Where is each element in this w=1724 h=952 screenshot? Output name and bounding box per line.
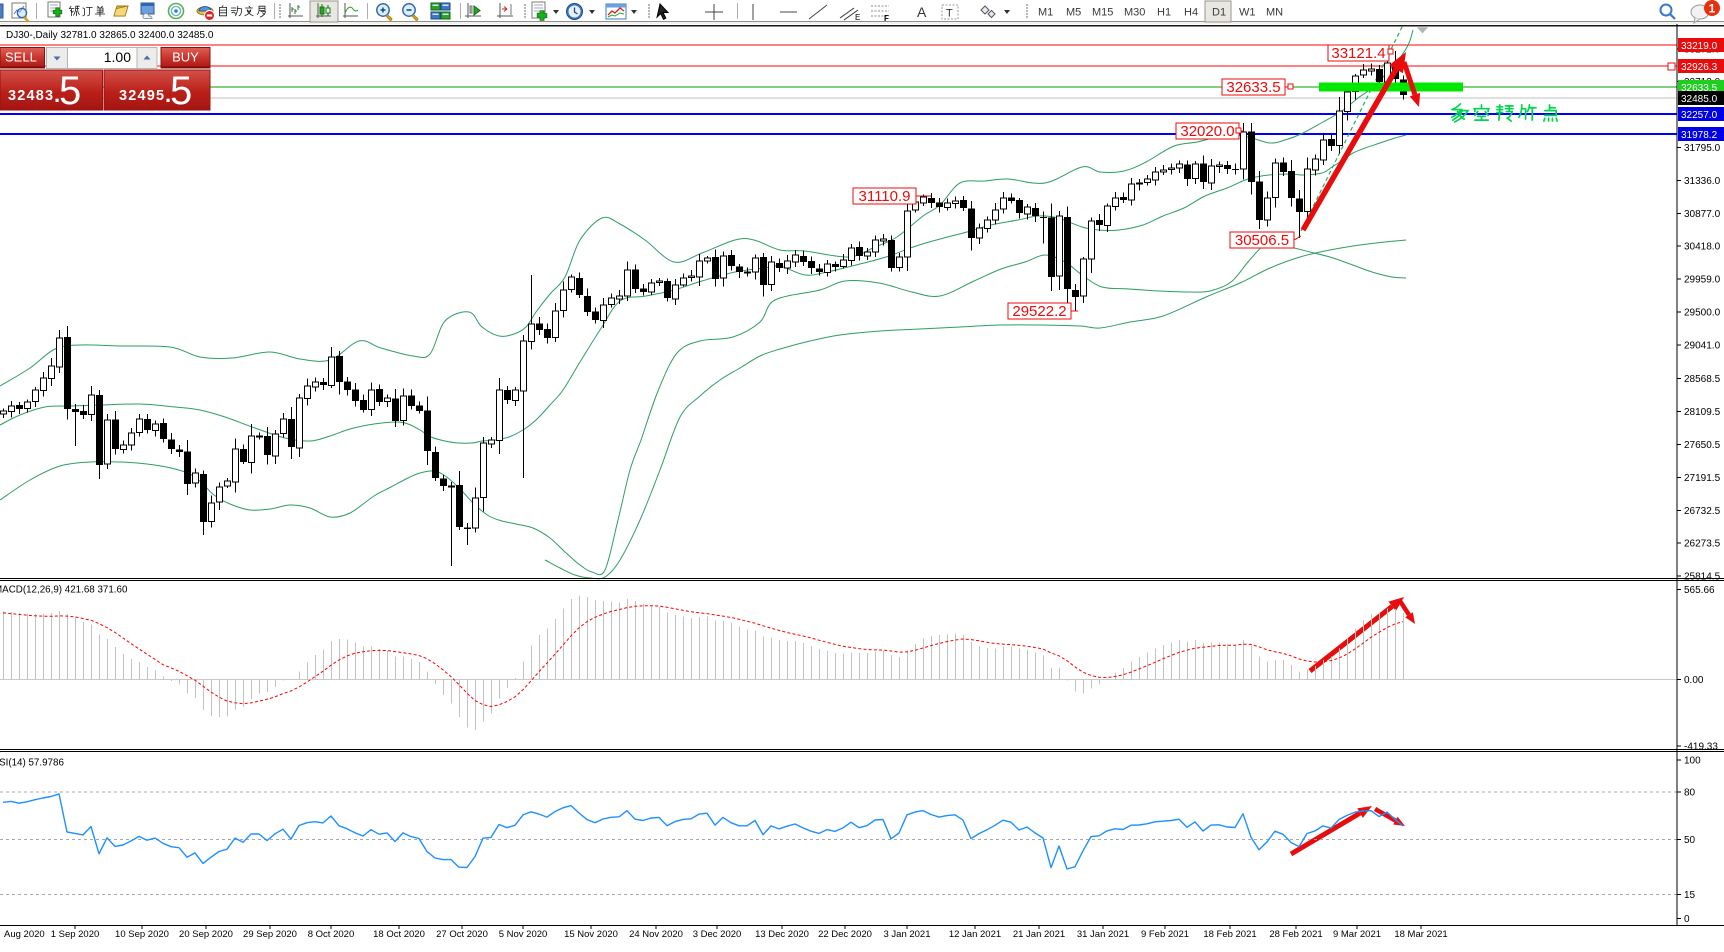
svg-text:0.00: 0.00 (1684, 675, 1704, 686)
svg-text:1 Sep 2020: 1 Sep 2020 (51, 929, 100, 940)
svg-text:5 Nov 2020: 5 Nov 2020 (499, 929, 548, 940)
svg-text:3 Jan 2021: 3 Jan 2021 (883, 929, 930, 940)
svg-text:H1: H1 (1157, 7, 1171, 19)
svg-text:MACD(12,26,9) 421.68 371.60: MACD(12,26,9) 421.68 371.60 (0, 585, 128, 596)
svg-text:28109.5: 28109.5 (1684, 407, 1721, 418)
svg-text:5: 5 (170, 69, 192, 113)
svg-text:28568.5: 28568.5 (1684, 374, 1721, 385)
svg-text:29959.0: 29959.0 (1684, 275, 1721, 286)
svg-text:18 Feb 2021: 18 Feb 2021 (1203, 929, 1256, 940)
svg-text:12 Jan 2021: 12 Jan 2021 (949, 929, 1001, 940)
svg-text:30506.5: 30506.5 (1235, 232, 1289, 249)
svg-text:3 Dec 2020: 3 Dec 2020 (693, 929, 742, 940)
svg-text:29522.2: 29522.2 (1012, 303, 1066, 320)
svg-text:32633.5: 32633.5 (1226, 79, 1280, 96)
svg-text:F: F (884, 14, 889, 23)
svg-text:20 Sep 2020: 20 Sep 2020 (179, 929, 233, 940)
svg-text:31978.2: 31978.2 (1681, 130, 1718, 141)
svg-text:21 Jan 2021: 21 Jan 2021 (1013, 929, 1065, 940)
svg-text:9 Feb 2021: 9 Feb 2021 (1141, 929, 1189, 940)
svg-text:24 Nov 2020: 24 Nov 2020 (629, 929, 683, 940)
svg-text:1: 1 (1709, 2, 1716, 16)
svg-text:0: 0 (1684, 914, 1690, 925)
svg-text:A: A (917, 4, 927, 20)
svg-text:18 Mar 2021: 18 Mar 2021 (1394, 929, 1447, 940)
svg-text:18 Oct 2020: 18 Oct 2020 (373, 929, 425, 940)
svg-text:13 Dec 2020: 13 Dec 2020 (755, 929, 809, 940)
svg-text:26732.5: 26732.5 (1684, 506, 1721, 517)
svg-text:100: 100 (1684, 756, 1701, 767)
svg-text:31336.0: 31336.0 (1684, 176, 1721, 187)
svg-text:BUY: BUY (172, 50, 199, 65)
svg-text:29041.0: 29041.0 (1684, 340, 1721, 351)
svg-text:32483: 32483 (8, 88, 54, 104)
svg-text:SELL: SELL (5, 50, 37, 65)
svg-text:31795.0: 31795.0 (1684, 143, 1721, 154)
svg-text:DJ30-,Daily 32781.0 32865.0 3: DJ30-,Daily 32781.0 32865.0 32400.0 3248… (6, 30, 214, 41)
svg-text:E: E (855, 13, 860, 22)
svg-text:15: 15 (1684, 890, 1696, 901)
svg-text:.: . (54, 82, 60, 107)
svg-text:-419.33: -419.33 (1684, 742, 1718, 753)
svg-text:30418.0: 30418.0 (1684, 242, 1721, 253)
svg-text:Aug 2020: Aug 2020 (4, 929, 45, 940)
svg-text:33121.4: 33121.4 (1331, 45, 1385, 62)
svg-text:RSI(14) 57.9786: RSI(14) 57.9786 (0, 758, 64, 769)
svg-text:28 Feb 2021: 28 Feb 2021 (1269, 929, 1322, 940)
svg-text:80: 80 (1684, 787, 1696, 798)
svg-text:32485.0: 32485.0 (1681, 94, 1718, 105)
svg-text:31110.9: 31110.9 (859, 188, 911, 205)
svg-text:25814.5: 25814.5 (1684, 572, 1721, 583)
svg-text:30877.0: 30877.0 (1684, 209, 1721, 220)
svg-text:W1: W1 (1239, 7, 1256, 19)
svg-text:29 Sep 2020: 29 Sep 2020 (243, 929, 297, 940)
svg-text:.: . (165, 82, 171, 107)
svg-text:32257.0: 32257.0 (1681, 110, 1718, 121)
svg-text:32020.0: 32020.0 (1180, 123, 1234, 140)
svg-text:1.00: 1.00 (104, 49, 131, 65)
svg-text:H4: H4 (1184, 7, 1198, 19)
svg-text:27191.5: 27191.5 (1684, 473, 1721, 484)
svg-text:27650.5: 27650.5 (1684, 440, 1721, 451)
svg-text:9 Mar 2021: 9 Mar 2021 (1333, 929, 1381, 940)
svg-text:32633.5: 32633.5 (1681, 83, 1718, 94)
svg-text:MN: MN (1266, 7, 1283, 19)
svg-text:T: T (946, 8, 953, 20)
svg-text:32495: 32495 (119, 88, 165, 104)
svg-text:5: 5 (59, 69, 81, 113)
svg-text:33219.0: 33219.0 (1681, 41, 1718, 52)
svg-text:M30: M30 (1124, 7, 1145, 19)
svg-text:565.66: 565.66 (1684, 585, 1715, 596)
svg-text:M5: M5 (1066, 7, 1081, 19)
svg-text:27 Oct 2020: 27 Oct 2020 (436, 929, 488, 940)
svg-text:10 Sep 2020: 10 Sep 2020 (115, 929, 169, 940)
svg-text:22 Dec 2020: 22 Dec 2020 (818, 929, 872, 940)
svg-text:31 Jan 2021: 31 Jan 2021 (1077, 929, 1129, 940)
svg-text:32926.3: 32926.3 (1681, 62, 1718, 73)
svg-text:50: 50 (1684, 835, 1696, 846)
svg-text:29500.0: 29500.0 (1684, 308, 1721, 319)
svg-text:8 Oct 2020: 8 Oct 2020 (308, 929, 354, 940)
svg-text:26273.5: 26273.5 (1684, 539, 1721, 550)
svg-text:15 Nov 2020: 15 Nov 2020 (564, 929, 618, 940)
svg-text:M1: M1 (1038, 7, 1053, 19)
svg-text:M15: M15 (1092, 7, 1113, 19)
svg-text:D1: D1 (1212, 7, 1226, 19)
